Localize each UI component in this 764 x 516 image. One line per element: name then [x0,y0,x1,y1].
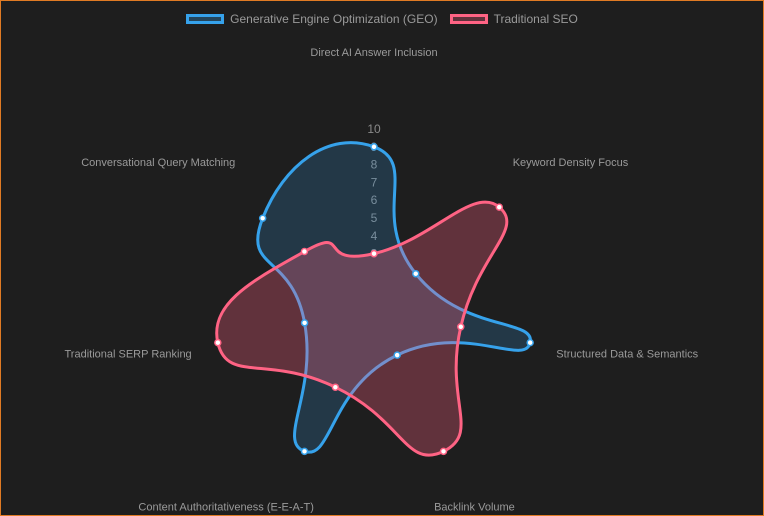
data-point-geo [526,338,534,347]
tick-label: 4 [371,229,378,243]
legend: Generative Engine Optimization (GEO) Tra… [0,12,764,26]
data-point-geo [300,319,309,327]
axis-label: Direct AI Answer Inclusion [310,47,437,59]
tick-label: 10 [367,122,381,136]
legend-swatch-seo [449,14,488,24]
data-point-geo [370,143,378,151]
axis-label: Content Authoritativeness (E-E-A-T) [138,502,313,514]
tick-label: 5 [371,211,378,225]
axis-label: Backlink Volume [434,502,515,514]
axis-label: Structured Data & Semantics [556,348,698,360]
data-point-seo [439,447,448,456]
data-point-geo [412,269,420,278]
data-point-seo [495,203,503,211]
legend-swatch-geo [186,14,225,24]
legend-label-seo: Traditional SEO [493,12,578,26]
tick-label: 8 [371,158,378,172]
tick-label: 7 [371,175,378,189]
data-point-geo [300,447,309,456]
data-point-seo [214,338,222,347]
data-point-seo [370,249,378,258]
data-point-seo [331,383,340,391]
tick-label: 6 [371,193,378,207]
series-area-geo [256,141,532,454]
data-point-seo [300,247,309,256]
legend-label-geo: Generative Engine Optimization (GEO) [230,12,438,26]
data-point-geo [258,214,267,222]
axis-label: Conversational Query Matching [81,157,235,169]
data-point-seo [457,323,465,331]
data-point-geo [393,351,401,359]
legend-item-seo[interactable]: Traditional SEO [449,12,578,26]
series-area-seo [215,200,509,457]
axis-label: Keyword Density Focus [513,157,629,169]
legend-item-geo[interactable]: Generative Engine Optimization (GEO) [186,12,438,26]
axis-label: Traditional SERP Ranking [65,348,192,360]
